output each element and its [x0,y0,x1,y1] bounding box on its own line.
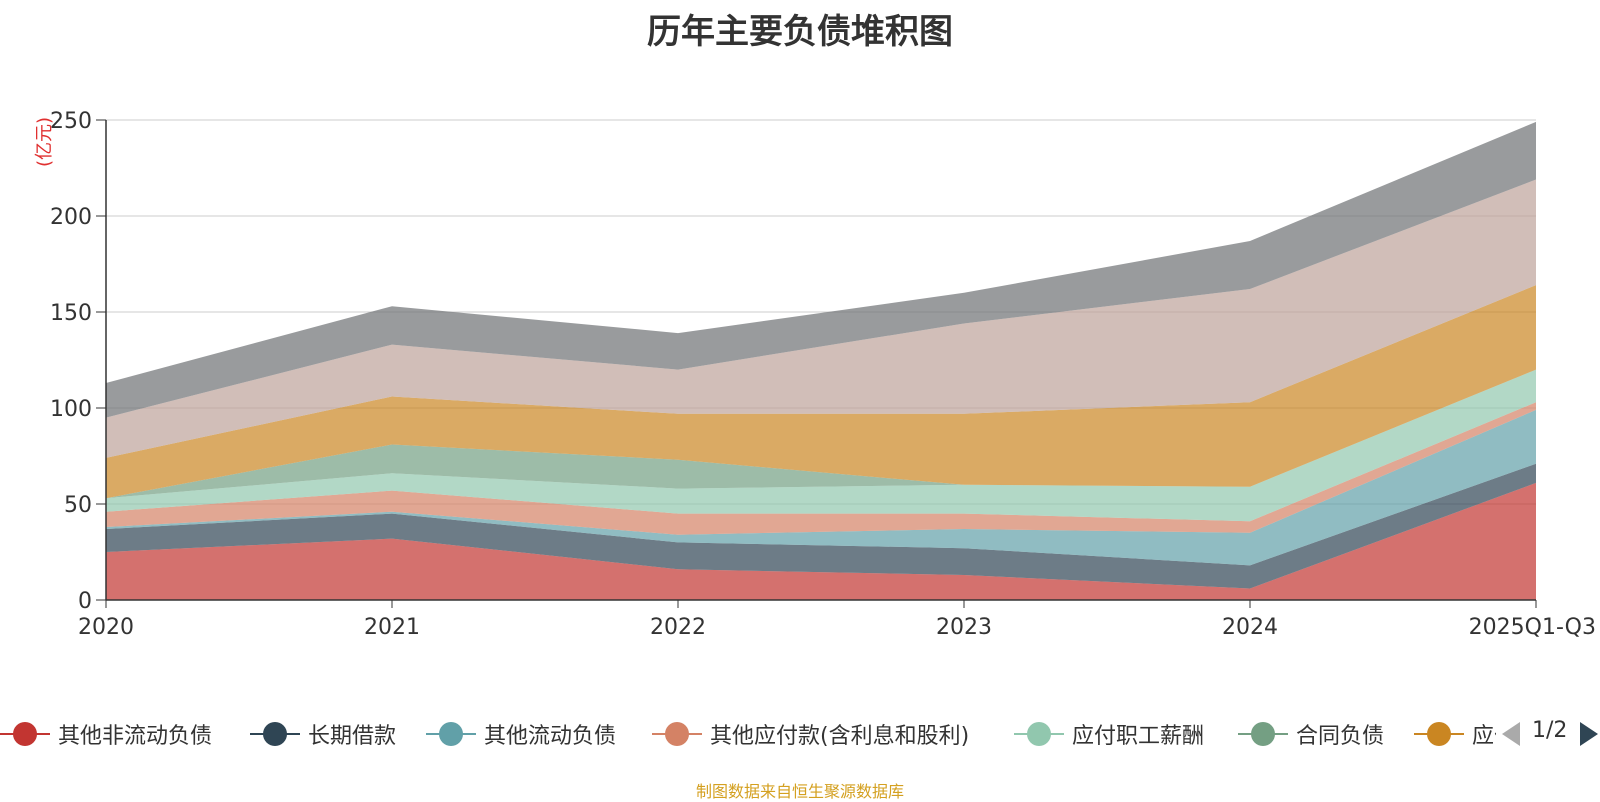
x-tick-label: 2021 [364,615,420,640]
area-series-3[interactable] [106,402,1536,535]
legend-label: 长期借款 [308,724,397,749]
x-tick-label: 2024 [1222,615,1278,640]
legend-label: 其他应付款(含利息和股利) [710,724,970,749]
legend-marker-icon [426,716,476,752]
y-tick-label: 50 [64,493,92,518]
legend-marker-icon [1414,716,1464,752]
y-tick-label: 250 [50,109,92,134]
x-tick-label: 2023 [936,615,992,640]
y-tick-label: 0 [78,589,92,614]
y-tick-label: 100 [50,397,92,422]
legend-item[interactable]: 长期借款 [250,716,396,752]
legend-item[interactable]: 应付职工薪酬 [1014,716,1204,752]
legend-marker-icon [0,716,50,752]
area-series-4[interactable] [106,369,1536,522]
legend-marker-icon [652,716,702,752]
area-series-6[interactable] [106,285,1536,499]
legend-item[interactable]: 合同负债 [1238,716,1384,752]
area-series [106,121,1536,600]
legend-label: 应付职工薪酬 [1072,724,1205,749]
legend-prev-page-icon[interactable] [1502,722,1520,746]
legend-label: 合同负债 [1296,724,1385,749]
legend-marker-icon [1238,716,1288,752]
chart-legend: 其他非流动负债 长期借款 其他流动负债 其他应付款(含利息和股利) 应付职工薪酬 合同负债… [0,716,1600,752]
legend-item[interactable]: 其他应付款(含利息和股利) [652,716,969,752]
x-tick-label: 2022 [650,615,706,640]
legend-marker-icon [1014,716,1064,752]
legend-item[interactable]: 其他非流动负债 [0,716,212,752]
area-series-0[interactable] [106,482,1536,600]
source-note: 制图数据来自恒生聚源数据库 [695,782,904,801]
area-series-5[interactable] [106,369,1536,499]
legend-marker-icon [250,716,300,752]
x-tick-label: 2020 [78,615,134,640]
y-axis-unit-label: (亿元) [34,117,55,167]
legend-label: 其他非流动负债 [58,724,213,749]
legend-next-page-icon[interactable] [1580,722,1598,746]
y-tick-label: 200 [50,205,92,230]
legend-item[interactable]: 其他流动负债 [426,716,616,752]
axes: 0 50 100 150 200 250 2020 2021 2022 2023 2024 2025Q… [50,109,1596,640]
area-series-8[interactable] [106,121,1536,418]
chart-title: 历年主要负债堆积图 [647,12,953,52]
area-series-2[interactable] [106,409,1536,566]
area-series-7[interactable] [106,179,1536,458]
legend-pager: 1/2 [1496,716,1600,752]
legend-page-indicator: 1/2 [1532,718,1568,743]
legend-label: 其他流动负债 [484,724,617,749]
y-tick-label: 150 [50,301,92,326]
area-series-1[interactable] [106,463,1536,589]
x-tick-label: 2025Q1-Q3 [1469,615,1596,640]
